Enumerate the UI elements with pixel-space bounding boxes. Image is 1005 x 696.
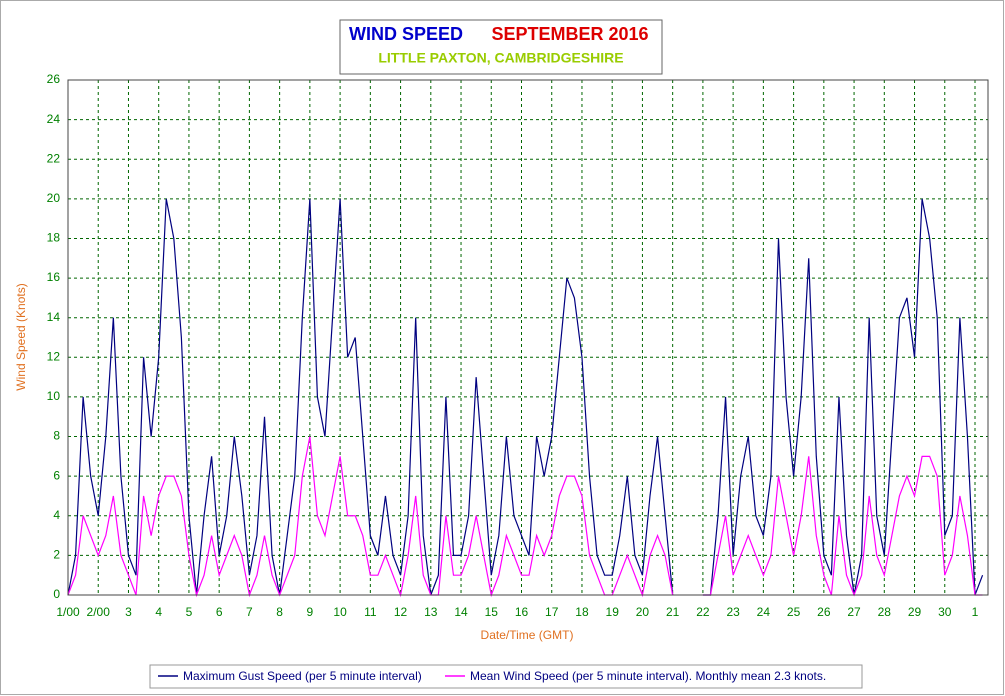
y-tick-label: 24 (47, 112, 61, 126)
y-tick-label: 26 (47, 72, 61, 86)
legend-label: Maximum Gust Speed (per 5 minute interva… (183, 669, 422, 683)
x-tick-label: 20 (636, 605, 650, 619)
x-axis-label: Date/Time (GMT) (481, 628, 574, 642)
x-tick-label: 8 (276, 605, 283, 619)
y-tick-label: 2 (53, 548, 60, 562)
chart-period: SEPTEMBER 2016 (491, 24, 648, 44)
x-tick-label: 16 (515, 605, 529, 619)
y-tick-label: 0 (53, 587, 60, 601)
x-tick-label: 23 (726, 605, 740, 619)
chart-title: WIND SPEED (349, 24, 463, 44)
plot-area (67, 79, 989, 596)
series-line (67, 198, 674, 596)
x-tick-label: 30 (938, 605, 952, 619)
x-tick-label: 28 (878, 605, 892, 619)
series-line (67, 436, 674, 598)
chart-subtitle: LITTLE PAXTON, CAMBRIDGESHIRE (378, 50, 623, 66)
y-tick-label: 20 (47, 191, 61, 205)
x-tick-label: 15 (485, 605, 499, 619)
y-axis-label: Wind Speed (Knots) (14, 283, 28, 390)
x-tick-label: 26 (817, 605, 831, 619)
x-tick-label: 5 (186, 605, 193, 619)
x-tick-label: 1/00 (56, 605, 80, 619)
x-tick-label: 17 (545, 605, 559, 619)
x-tick-label: 4 (155, 605, 162, 619)
x-tick-label: 6 (216, 605, 223, 619)
x-tick-label: 22 (696, 605, 710, 619)
y-tick-label: 12 (47, 349, 61, 363)
y-tick-label: 14 (47, 310, 61, 324)
x-tick-label: 11 (364, 605, 377, 619)
title-box (339, 19, 663, 75)
y-tick-label: 6 (53, 468, 60, 482)
x-tick-label: 1 (972, 605, 979, 619)
x-tick-label: 27 (847, 605, 861, 619)
x-tick-label: 2/00 (87, 605, 111, 619)
y-tick-label: 18 (47, 231, 61, 245)
x-tick-label: 14 (454, 605, 468, 619)
legend-box (149, 664, 863, 689)
x-tick-label: 10 (333, 605, 347, 619)
x-tick-label: 19 (606, 605, 620, 619)
y-tick-label: 16 (47, 270, 61, 284)
x-tick-label: 12 (394, 605, 408, 619)
x-tick-label: 29 (908, 605, 922, 619)
series-line (702, 198, 984, 596)
x-tick-label: 9 (307, 605, 314, 619)
x-tick-label: 13 (424, 605, 438, 619)
x-tick-label: 7 (246, 605, 253, 619)
series-line (702, 455, 983, 597)
y-tick-label: 22 (47, 151, 61, 165)
y-tick-label: 10 (47, 389, 61, 403)
y-tick-label: 8 (53, 429, 60, 443)
x-tick-label: 24 (757, 605, 771, 619)
plot-border (67, 79, 989, 596)
x-tick-label: 21 (666, 605, 680, 619)
x-tick-label: 3 (125, 605, 132, 619)
x-tick-label: 18 (575, 605, 589, 619)
y-tick-label: 4 (53, 508, 60, 522)
legend-label: Mean Wind Speed (per 5 minute interval).… (470, 669, 826, 683)
x-tick-label: 25 (787, 605, 801, 619)
